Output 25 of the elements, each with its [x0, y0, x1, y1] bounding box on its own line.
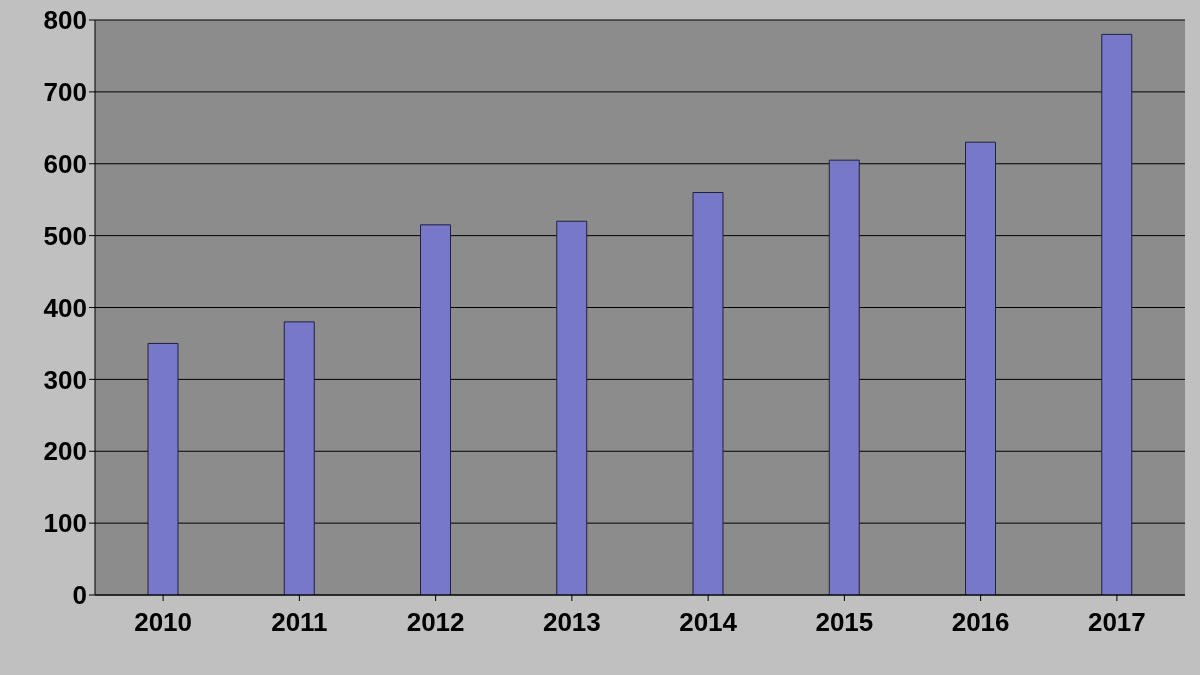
y-tick-label: 400: [43, 292, 87, 323]
y-tick-label: 300: [43, 364, 87, 395]
y-tick-label: 200: [43, 436, 87, 467]
y-tick-label: 800: [43, 5, 87, 36]
bar: [283, 321, 315, 595]
x-tick-label: 2013: [542, 607, 601, 638]
bar: [692, 192, 724, 595]
bar: [1101, 33, 1133, 595]
y-tick-label: 100: [43, 508, 87, 539]
y-tick-label: 500: [43, 220, 87, 251]
bar: [965, 141, 996, 595]
x-tick-label: 2017: [1087, 607, 1146, 638]
bar: [556, 220, 588, 595]
y-tick-label: 600: [43, 148, 87, 179]
x-tick-label: 2011: [271, 607, 328, 638]
x-tick-label: 2014: [679, 607, 738, 638]
y-tick-label: 0: [72, 580, 87, 611]
x-tick-label: 2015: [815, 607, 874, 638]
bar: [828, 159, 860, 595]
x-tick-label: 2010: [134, 607, 193, 638]
bar: [147, 342, 179, 595]
x-tick-label: 2012: [406, 607, 465, 638]
bar: [420, 224, 451, 595]
x-tick-label: 2016: [951, 607, 1010, 638]
y-tick-label: 700: [43, 77, 87, 108]
